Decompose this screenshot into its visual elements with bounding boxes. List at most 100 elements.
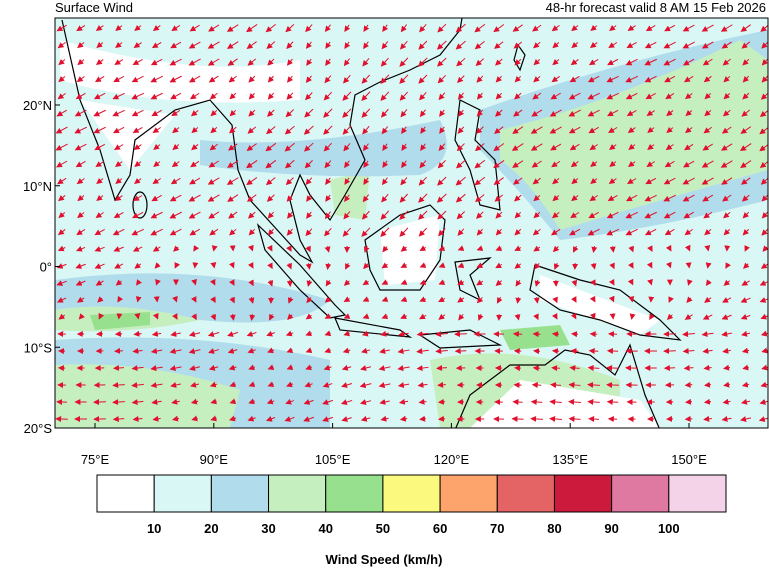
wind-arrow <box>304 160 313 169</box>
wind-arrow <box>154 262 161 269</box>
wind-arrow <box>248 297 255 304</box>
wind-arrow <box>113 212 124 219</box>
wind-arrow <box>760 381 768 388</box>
wind-arrow <box>265 159 277 169</box>
wind-arrow <box>456 143 465 152</box>
wind-arrow <box>379 399 390 405</box>
wind-arrow <box>514 245 522 251</box>
wind-arrow <box>304 108 314 118</box>
wind-arrow <box>742 58 750 66</box>
wind-arrow <box>534 279 541 287</box>
wind-arrow <box>495 279 503 287</box>
lon-label: 105°E <box>315 452 351 467</box>
wind-arrow <box>684 314 693 320</box>
wind-arrow <box>133 42 142 49</box>
wind-arrow <box>342 91 352 101</box>
wind-arrow <box>532 177 541 185</box>
wind-arrow <box>607 195 618 202</box>
wind-arrow <box>401 143 408 151</box>
wind-arrow <box>458 313 465 321</box>
wind-arrow <box>514 75 522 83</box>
wind-arrow <box>341 382 353 388</box>
wind-arrow <box>115 177 123 184</box>
wind-arrow <box>551 365 560 372</box>
wind-arrow <box>360 415 371 422</box>
wind-arrow <box>188 331 201 337</box>
wind-arrow <box>193 245 200 252</box>
wind-arrow <box>113 365 125 371</box>
wind-arrow <box>682 348 695 355</box>
wind-arrow <box>150 211 163 219</box>
wind-arrow <box>682 177 695 185</box>
wind-arrow <box>495 228 503 236</box>
wind-arrow <box>94 228 105 236</box>
wind-arrow <box>476 296 484 304</box>
wind-arrow <box>419 262 427 268</box>
wind-arrow <box>722 398 731 405</box>
wind-arrow <box>55 143 68 151</box>
wind-arrow <box>171 161 180 168</box>
wind-arrow <box>94 143 106 151</box>
wind-arrow <box>455 40 466 50</box>
wind-arrow <box>191 415 198 422</box>
wind-arrow <box>704 296 712 303</box>
wind-arrow <box>704 92 712 100</box>
wind-arrow <box>705 279 712 286</box>
wind-arrow <box>608 295 615 303</box>
wind-arrow <box>723 228 731 236</box>
wind-arrow <box>588 348 599 355</box>
wind-arrow <box>533 245 541 252</box>
map-frame <box>54 17 769 429</box>
wind-arrow <box>56 160 68 168</box>
wind-arrow <box>625 194 638 202</box>
wind-arrow <box>343 330 351 337</box>
wind-arrow <box>625 211 638 219</box>
wind-arrow <box>361 227 371 237</box>
wind-arrow <box>457 279 465 285</box>
wind-arrow <box>608 127 618 134</box>
wind-arrow <box>323 142 333 152</box>
map-title: Surface Wind <box>55 0 133 15</box>
wind-arrow <box>98 312 105 320</box>
wind-arrow <box>511 143 524 151</box>
wind-arrow <box>682 194 695 202</box>
wind-arrow <box>248 279 254 287</box>
wind-arrow <box>172 127 180 134</box>
wind-arrow <box>399 227 409 237</box>
wind-arrow <box>266 126 276 135</box>
wind-arrow <box>341 416 352 422</box>
wind-arrow <box>435 348 448 355</box>
wind-arrow <box>722 297 732 303</box>
wind-arrow <box>210 262 217 269</box>
wind-arrow <box>131 365 144 372</box>
wind-arrow <box>169 348 182 355</box>
wind-arrow <box>248 109 256 117</box>
wind-arrow <box>476 228 483 236</box>
wind-arrow <box>265 177 276 186</box>
wind-arrow <box>628 295 635 303</box>
wind-arrow <box>57 177 67 185</box>
wind-arrow <box>644 211 657 219</box>
wind-arrow <box>305 24 313 33</box>
wind-arrow <box>740 297 751 303</box>
wind-arrow <box>644 228 657 236</box>
wind-arrow <box>169 194 182 202</box>
wind-arrow <box>512 126 524 134</box>
wind-arrow <box>323 108 333 118</box>
wind-arrow <box>514 211 522 219</box>
wind-arrow <box>532 92 542 100</box>
wind-arrow <box>113 246 124 252</box>
wind-arrow <box>570 312 577 320</box>
wind-arrow <box>361 74 371 84</box>
wind-arrow <box>323 91 333 101</box>
wind-arrow <box>285 177 294 186</box>
wind-arrow <box>77 58 85 66</box>
wind-arrow <box>115 279 123 286</box>
wind-arrow <box>303 125 314 135</box>
wind-arrow <box>570 59 579 66</box>
wind-arrow <box>627 178 637 185</box>
wind-arrow <box>190 160 200 168</box>
wind-arrow <box>286 41 294 49</box>
wind-arrow <box>209 143 218 151</box>
wind-arrow <box>210 296 216 304</box>
